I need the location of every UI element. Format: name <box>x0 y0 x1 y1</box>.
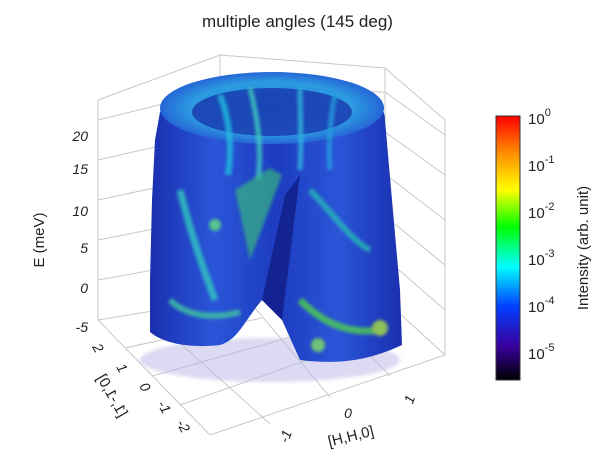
volume-top-hole <box>192 88 352 136</box>
y-tick: 1 <box>113 361 131 376</box>
x-axis-label: [H,H,0] <box>326 423 375 451</box>
colorbar-ticks: 100 10-1 10-2 10-3 10-4 10-5 <box>528 107 554 363</box>
z-tick: 10 <box>72 203 88 219</box>
x-tick: 1 <box>400 393 418 406</box>
y-tick: -2 <box>173 417 193 436</box>
z-tick: 15 <box>72 161 88 177</box>
colorbar-scale <box>495 115 521 381</box>
z-tick: -5 <box>76 319 89 335</box>
z-axis: 20 15 10 5 0 -5 E (meV) <box>31 128 88 335</box>
z-axis-label: E (meV) <box>31 212 48 267</box>
z-tick: 0 <box>80 280 88 296</box>
volume-highlights <box>167 87 388 352</box>
x-tick: -1 <box>276 428 295 445</box>
colorbar-tick: 10-3 <box>528 248 554 269</box>
volume-notch <box>262 175 300 320</box>
x-axis: -1 0 1 [H,H,0] <box>276 393 418 451</box>
colorbar-tick: 10-5 <box>528 342 554 363</box>
y-tick: -1 <box>154 398 174 417</box>
colorbar-tick: 100 <box>528 107 551 128</box>
z-tick: 5 <box>80 240 88 256</box>
z-tick: 20 <box>71 128 88 144</box>
colorbar-label: Intensity (arb. unit) <box>575 186 592 310</box>
colorbar-tick: 10-2 <box>528 201 554 222</box>
y-tick: 2 <box>89 340 107 356</box>
y-axis-label: [1,-1,0] <box>93 371 131 420</box>
colorbar-tick: 10-4 <box>528 295 554 316</box>
y-tick: 0 <box>136 380 154 395</box>
colorbar: 100 10-1 10-2 10-3 10-4 10-5 Intensity (… <box>495 107 592 381</box>
x-tick: 0 <box>344 405 352 421</box>
volume-render <box>140 72 402 382</box>
colorbar-tick: 10-1 <box>528 154 554 175</box>
chart-title: multiple angles (145 deg) <box>202 12 393 31</box>
